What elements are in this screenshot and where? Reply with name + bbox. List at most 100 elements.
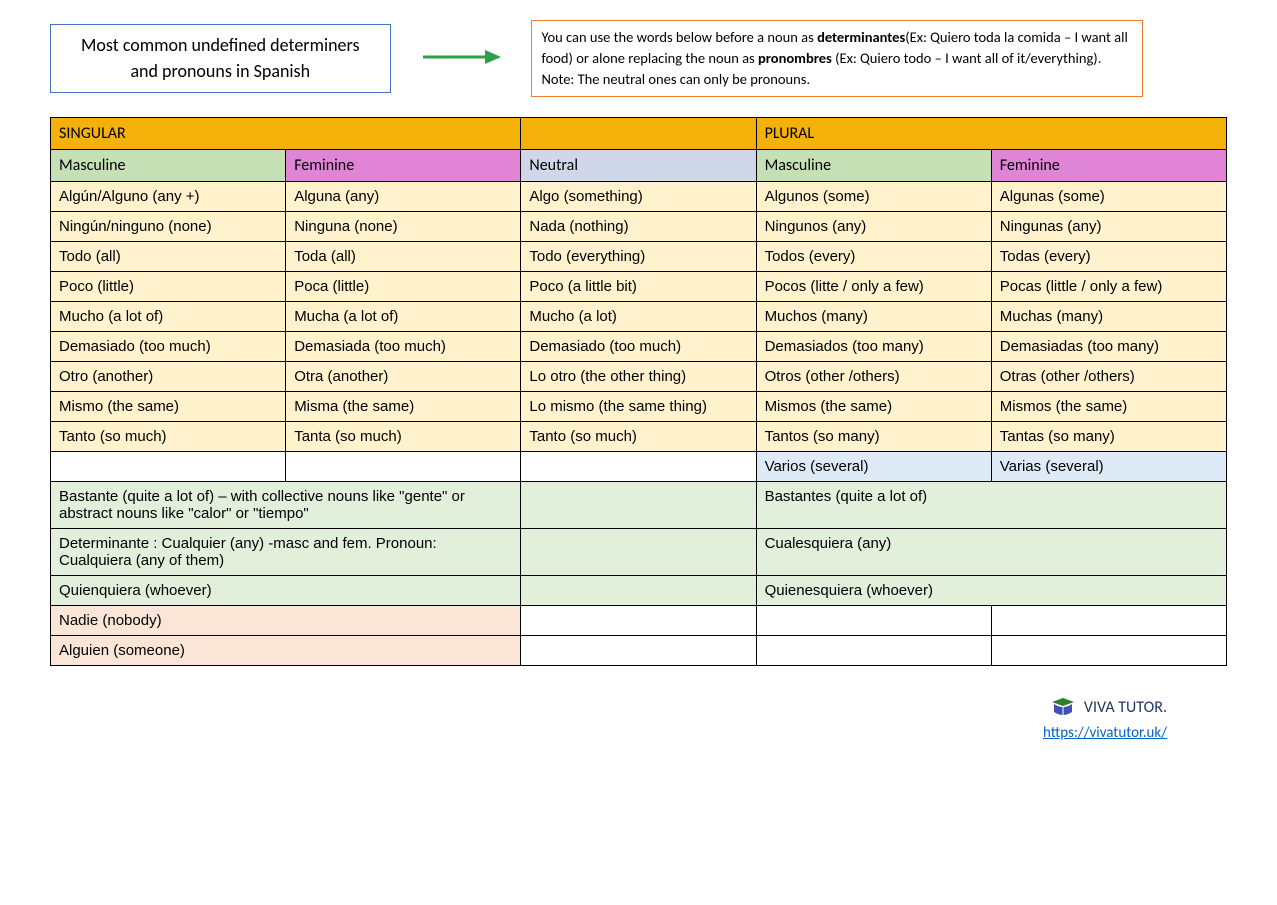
table-cell: Mucho (a lot of) <box>51 302 286 332</box>
hdr-singular: SINGULAR <box>51 118 521 150</box>
table-cell: Demasiadas (too many) <box>991 332 1226 362</box>
table-cell: Mismos (the same) <box>756 392 991 422</box>
table-cell: Muchos (many) <box>756 302 991 332</box>
table-cell: Nada (nothing) <box>521 212 756 242</box>
table-cell: Demasiada (too much) <box>286 332 521 362</box>
cell-empty <box>521 529 756 576</box>
table-cell: Tantas (so many) <box>991 422 1226 452</box>
table-cell: Otros (other /others) <box>756 362 991 392</box>
brand-link[interactable]: https://vivatutor.uk/ <box>50 724 1167 742</box>
table-cell: Todas (every) <box>991 242 1226 272</box>
table-cell: Ningunos (any) <box>756 212 991 242</box>
table-header-sub: Masculine Feminine Neutral Masculine Fem… <box>51 150 1227 182</box>
row-bastante: Bastante (quite a lot of) – with collect… <box>51 482 1227 529</box>
cell-empty <box>51 452 286 482</box>
hdr-masc-p: Masculine <box>756 150 991 182</box>
table-cell: Todo (everything) <box>521 242 756 272</box>
table-cell: Misma (the same) <box>286 392 521 422</box>
title-box: Most common undefined determiners and pr… <box>50 24 391 92</box>
table-cell: Alguna (any) <box>286 182 521 212</box>
table-cell: Poco (a little bit) <box>521 272 756 302</box>
table-cell: Demasiado (too much) <box>521 332 756 362</box>
cell-empty <box>521 636 756 666</box>
table-cell: Poca (little) <box>286 272 521 302</box>
table-cell: Tanta (so much) <box>286 422 521 452</box>
table-cell: Poco (little) <box>51 272 286 302</box>
table-cell: Demasiado (too much) <box>51 332 286 362</box>
cell-empty <box>991 606 1226 636</box>
title-line1: Most common undefined determiners <box>81 34 360 56</box>
table-cell: Tantos (so many) <box>756 422 991 452</box>
table-cell: Pocos (litte / only a few) <box>756 272 991 302</box>
cell-empty <box>521 606 756 636</box>
hdr-masc-s: Masculine <box>51 150 286 182</box>
cell-empty <box>521 482 756 529</box>
cell-empty <box>286 452 521 482</box>
table-cell: Otra (another) <box>286 362 521 392</box>
hdr-neut: Neutral <box>521 150 756 182</box>
row-varios: Varios (several) Varias (several) <box>51 452 1227 482</box>
header-row: Most common undefined determiners and pr… <box>50 20 1227 97</box>
table-cell: Mismos (the same) <box>991 392 1226 422</box>
table-cell: Ninguna (none) <box>286 212 521 242</box>
table-cell: Demasiados (too many) <box>756 332 991 362</box>
cell-alguien: Alguien (someone) <box>51 636 521 666</box>
brand: VIVA TUTOR. <box>1050 696 1167 718</box>
table-cell: Todo (all) <box>51 242 286 272</box>
table-row: Algún/Alguno (any +)Alguna (any)Algo (so… <box>51 182 1227 212</box>
table-cell: Algo (something) <box>521 182 756 212</box>
cell-empty <box>756 606 991 636</box>
cell-quien-p: Quienesquiera (whoever) <box>756 576 1226 606</box>
table-cell: Ningún/ninguno (none) <box>51 212 286 242</box>
cell-bastante-p: Bastantes (quite a lot of) <box>756 482 1226 529</box>
row-quien: Quienquiera (whoever) Quienesquiera (who… <box>51 576 1227 606</box>
cell-bastante-s: Bastante (quite a lot of) – with collect… <box>51 482 521 529</box>
hdr-blank <box>521 118 756 150</box>
brand-text: VIVA TUTOR. <box>1084 698 1167 717</box>
table-cell: Algunos (some) <box>756 182 991 212</box>
cell-cualquier-p: Cualesquiera (any) <box>756 529 1226 576</box>
table-cell: Todos (every) <box>756 242 991 272</box>
table-cell: Otras (other /others) <box>991 362 1226 392</box>
cell-varios-m: Varios (several) <box>756 452 991 482</box>
title-line2: and pronouns in Spanish <box>130 60 310 82</box>
table-row: Mucho (a lot of)Mucha (a lot of)Mucho (a… <box>51 302 1227 332</box>
table-cell: Tanto (so much) <box>521 422 756 452</box>
table-row: Todo (all)Toda (all)Todo (everything)Tod… <box>51 242 1227 272</box>
table-row: Poco (little)Poca (little)Poco (a little… <box>51 272 1227 302</box>
hdr-plural: PLURAL <box>756 118 1226 150</box>
table-row: Mismo (the same)Misma (the same)Lo mismo… <box>51 392 1227 422</box>
arrow-icon <box>421 47 501 71</box>
table-cell: Mucha (a lot of) <box>286 302 521 332</box>
table-header-top: SINGULAR PLURAL <box>51 118 1227 150</box>
row-cualquier: Determinante : Cualquier (any) -masc and… <box>51 529 1227 576</box>
table-cell: Toda (all) <box>286 242 521 272</box>
footer: VIVA TUTOR. https://vivatutor.uk/ <box>50 696 1227 742</box>
cell-varios-f: Varias (several) <box>991 452 1226 482</box>
cell-empty <box>756 636 991 666</box>
cell-empty <box>991 636 1226 666</box>
table-cell: Ningunas (any) <box>991 212 1226 242</box>
table-row: Tanto (so much)Tanta (so much)Tanto (so … <box>51 422 1227 452</box>
table-cell: Pocas (little / only a few) <box>991 272 1226 302</box>
row-nadie: Nadie (nobody) <box>51 606 1227 636</box>
book-icon <box>1050 696 1076 718</box>
cell-quien-s: Quienquiera (whoever) <box>51 576 521 606</box>
hdr-fem-s: Feminine <box>286 150 521 182</box>
cell-nadie: Nadie (nobody) <box>51 606 521 636</box>
table-cell: Otro (another) <box>51 362 286 392</box>
table-row: Demasiado (too much)Demasiada (too much)… <box>51 332 1227 362</box>
table-cell: Algún/Alguno (any +) <box>51 182 286 212</box>
table-cell: Tanto (so much) <box>51 422 286 452</box>
determiners-table: SINGULAR PLURAL Masculine Feminine Neutr… <box>50 117 1227 666</box>
table-cell: Mismo (the same) <box>51 392 286 422</box>
table-cell: Muchas (many) <box>991 302 1226 332</box>
table-cell: Algunas (some) <box>991 182 1226 212</box>
cell-empty <box>521 576 756 606</box>
hdr-fem-p: Feminine <box>991 150 1226 182</box>
row-alguien: Alguien (someone) <box>51 636 1227 666</box>
table-cell: Lo mismo (the same thing) <box>521 392 756 422</box>
info-box: You can use the words below before a nou… <box>531 20 1143 97</box>
table-row: Otro (another)Otra (another)Lo otro (the… <box>51 362 1227 392</box>
table-cell: Mucho (a lot) <box>521 302 756 332</box>
